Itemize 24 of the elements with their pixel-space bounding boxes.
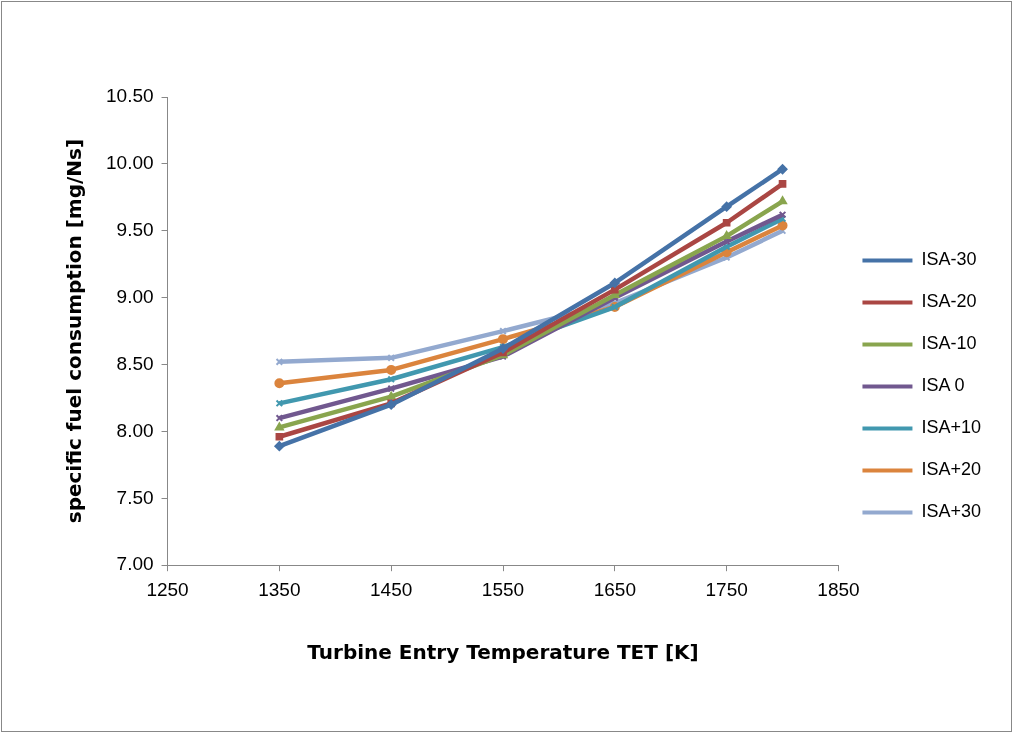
- y-tick-label: 9.50: [116, 219, 154, 241]
- x-tick-label: 1750: [705, 578, 748, 600]
- x-tick-label: 1650: [593, 578, 636, 600]
- y-tick-label: 7.00: [116, 553, 154, 575]
- x-tick-label: 1850: [817, 578, 860, 600]
- y-tick-label: 10.00: [106, 152, 154, 174]
- legend-label: ISA+20: [921, 459, 981, 480]
- y-tick-label: 8.50: [116, 352, 154, 374]
- legend-label: ISA-30: [921, 249, 977, 270]
- y-axis-title: specific fuel consumption [mg/Ns]: [62, 138, 87, 524]
- y-tick-label: 7.50: [116, 486, 154, 508]
- x-tick-label: 1550: [481, 578, 525, 600]
- x-tick-label: 1250: [146, 578, 189, 600]
- y-tick-label: 10.50: [106, 85, 154, 107]
- x-axis-title: Turbine Entry Temperature TET [K]: [307, 640, 699, 665]
- x-tick-label: 1450: [370, 578, 413, 600]
- legend-label: ISA+30: [921, 501, 981, 522]
- legend-label: ISA-10: [921, 333, 977, 354]
- y-tick-label: 9.00: [116, 285, 154, 307]
- legend-label: ISA+10: [921, 417, 981, 438]
- x-tick-label: 1350: [258, 578, 301, 600]
- legend-label: ISA-20: [921, 291, 977, 312]
- legend-label: ISA 0: [921, 375, 965, 396]
- y-tick-label: 8.00: [116, 419, 154, 441]
